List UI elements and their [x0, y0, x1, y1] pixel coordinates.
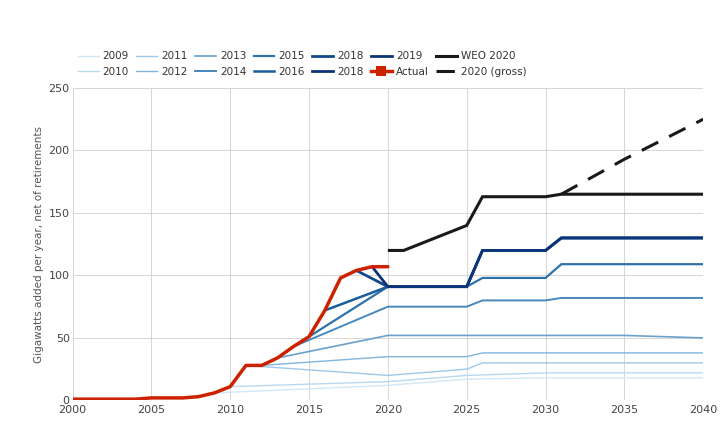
Legend: 2009, 2010, 2011, 2012, 2013, 2014, 2015, 2016, 2018, 2018, 2019, Actual, WEO 20: 2009, 2010, 2011, 2012, 2013, 2014, 2015…	[78, 51, 526, 77]
Y-axis label: Gigawatts added per year, net of retirements: Gigawatts added per year, net of retirem…	[34, 126, 44, 363]
